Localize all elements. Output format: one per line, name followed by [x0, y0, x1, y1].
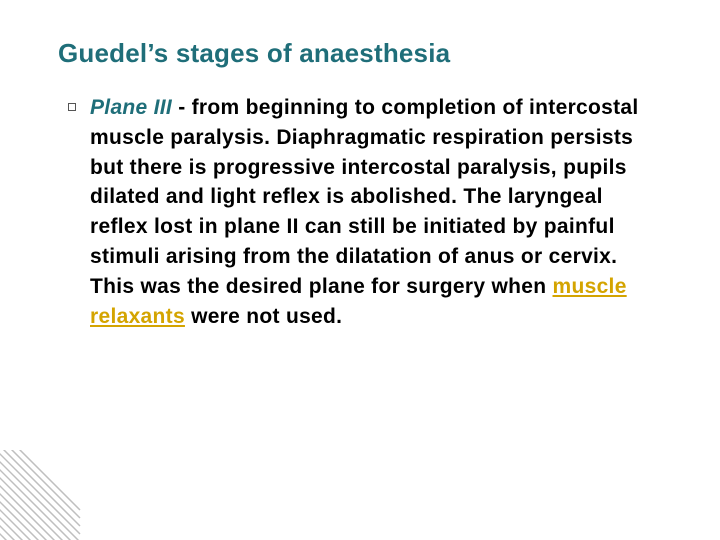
body-text: Plane III - from beginning to completion… — [90, 93, 662, 332]
slide-container: Guedel’s stages of anaesthesia Plane III… — [0, 0, 720, 540]
corner-decoration — [0, 450, 140, 540]
plane-label: Plane III — [90, 96, 172, 119]
diagonal-lines-icon — [0, 450, 140, 540]
slide-title: Guedel’s stages of anaesthesia — [58, 38, 662, 69]
body-part-2: were not used. — [185, 305, 342, 328]
bullet-icon — [68, 103, 76, 111]
body-part-1: - from beginning to completion of interc… — [90, 96, 639, 298]
bullet-item: Plane III - from beginning to completion… — [58, 93, 662, 332]
